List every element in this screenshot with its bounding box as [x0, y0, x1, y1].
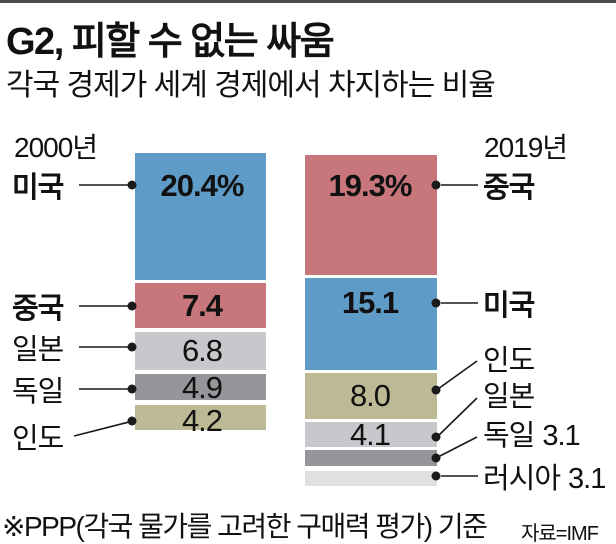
bar-2000-germany	[135, 374, 266, 400]
leader-line-2019-germany	[437, 436, 478, 458]
footnote-ppp: ※PPP(각국 물가를 고려한 구매력 평가) 기준	[2, 511, 488, 542]
bar-value-2000-china: 7.4	[181, 288, 223, 323]
bar-value-2019-japan: 4.1	[349, 417, 391, 452]
country-name: 러시아	[483, 463, 561, 495]
bar-2019-china	[305, 155, 437, 275]
country-label-2000-germany: 독일	[12, 376, 64, 408]
bar-2019-japan	[305, 422, 437, 447]
page-subtitle: 각국 경제가 세계 경제에서 차지하는 비율	[6, 69, 496, 102]
country-label-2000-china: 중국	[12, 293, 64, 325]
leader-line-2019-india	[437, 360, 478, 390]
bar-value-2019-india: 8.0	[349, 378, 391, 413]
country-label-2019-germany: 독일 3.1	[483, 412, 581, 454]
bar-value-2000-japan: 6.8	[181, 333, 223, 368]
country-label-2000-india: 인도	[12, 423, 64, 455]
country-label-2019-usa: 미국	[483, 290, 535, 322]
country-label-2000-japan: 일본	[12, 334, 64, 366]
bar-2019-germany	[305, 450, 437, 466]
country-value: 3.1	[542, 420, 580, 452]
year-label-2000: 2000년	[14, 132, 98, 163]
bar-value-2000-germany: 4.9	[181, 370, 223, 405]
bar-2019-india	[305, 373, 437, 419]
country-label-2019-china: 중국	[483, 172, 535, 204]
bar-2019-usa	[305, 278, 437, 370]
bar-2019-russia	[305, 471, 437, 486]
source-credit: 자료=IMF	[521, 523, 599, 544]
country-label-2019-russia: 러시아 3.1	[483, 455, 606, 497]
bar-value-2019-china: 19.3%	[328, 168, 413, 203]
country-value: 3.1	[568, 463, 606, 495]
bar-value-2019-usa: 15.1	[341, 285, 399, 320]
top-rule	[0, 0, 616, 3]
country-label-2019-india: 인도	[483, 345, 535, 377]
page-title: G2, 피할 수 없는 싸움	[6, 21, 335, 63]
bar-2000-india	[135, 405, 266, 430]
leader-line-2000-india	[73, 421, 130, 437]
country-label-2000-usa: 미국	[12, 172, 64, 204]
bar-2000-japan	[135, 332, 266, 370]
bar-2000-usa	[135, 153, 266, 280]
country-name: 독일	[483, 420, 535, 452]
bar-value-2000-india: 4.2	[181, 403, 223, 438]
bar-2000-china	[135, 283, 266, 328]
bar-value-2000-usa: 20.4%	[160, 168, 245, 203]
leader-line-2019-japan	[437, 397, 478, 437]
year-label-2019: 2019년	[484, 132, 568, 163]
country-label-2019-japan: 일본	[483, 381, 535, 413]
